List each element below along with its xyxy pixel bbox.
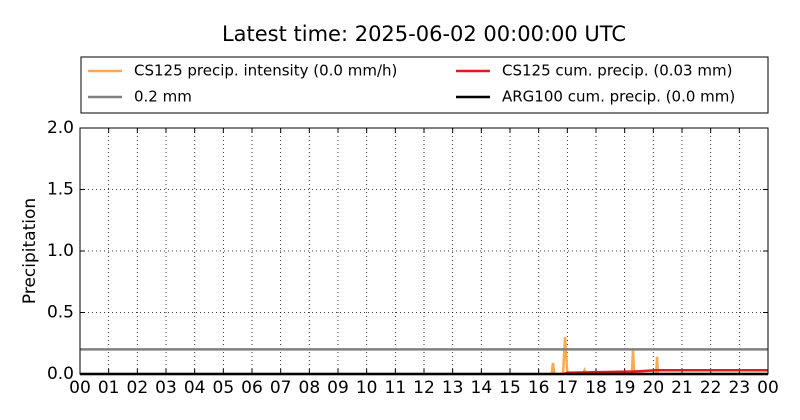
y-tick-label: 2.0	[47, 118, 74, 138]
x-tick-label: 23	[729, 378, 751, 398]
x-tick-label: 10	[356, 378, 378, 398]
x-tick-label: 22	[700, 378, 722, 398]
x-tick-label: 19	[614, 378, 636, 398]
x-tick-label: 14	[471, 378, 493, 398]
plot-frame	[79, 127, 769, 375]
x-tick-label: 15	[499, 378, 521, 398]
series-line	[80, 337, 768, 376]
x-tick-label: 03	[155, 378, 177, 398]
chart-title: Latest time: 2025-06-02 00:00:00 UTC	[222, 22, 626, 46]
y-tick-label: 0.0	[47, 364, 74, 384]
y-axis-label: Precipitation	[20, 198, 40, 304]
legend-label: 0.2 mm	[134, 88, 192, 106]
legend-label: CS125 precip. intensity (0.0 mm/h)	[134, 62, 397, 80]
x-tick-label: 12	[413, 378, 435, 398]
x-tick-label: 21	[671, 378, 693, 398]
x-tick-label: 08	[299, 378, 321, 398]
x-tick-label: 16	[528, 378, 550, 398]
x-tick-label: 07	[270, 378, 292, 398]
y-tick-label: 0.5	[47, 303, 74, 323]
legend-label: CS125 cum. precip. (0.03 mm)	[502, 62, 732, 80]
x-tick-label: 17	[557, 378, 579, 398]
x-tick-label: 18	[585, 378, 607, 398]
x-tick-label: 06	[241, 378, 263, 398]
x-tick-label: 13	[442, 378, 464, 398]
x-tick-label: 20	[643, 378, 665, 398]
x-tick-label: 00	[757, 378, 779, 398]
x-tick-label: 00	[69, 378, 91, 398]
x-tick-label: 04	[184, 378, 206, 398]
legend-label: ARG100 cum. precip. (0.0 mm)	[502, 88, 735, 106]
x-tick-label: 01	[98, 378, 120, 398]
y-tick-label: 1.5	[47, 180, 74, 200]
x-tick-label: 05	[213, 378, 235, 398]
x-tick-label: 11	[385, 378, 407, 398]
legend-box	[80, 56, 769, 114]
y-tick-label: 1.0	[47, 241, 74, 261]
x-tick-label: 02	[127, 378, 149, 398]
x-tick-label: 09	[327, 378, 349, 398]
